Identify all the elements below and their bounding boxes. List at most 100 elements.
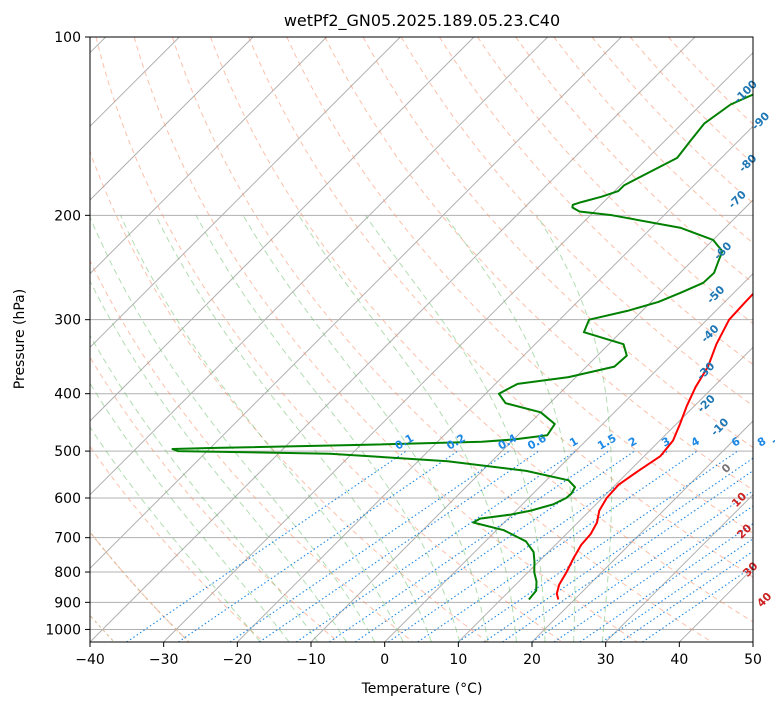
dry-adiabat bbox=[629, 37, 753, 165]
isotherm-line bbox=[531, 420, 753, 642]
isotherm-label: -20 bbox=[695, 392, 718, 415]
x-tick-label: 30 bbox=[597, 652, 615, 668]
x-axis-label: Temperature (°C) bbox=[361, 681, 483, 697]
isotherm-line bbox=[90, 37, 622, 570]
dry-adiabat bbox=[400, 37, 753, 407]
moist-adiabat bbox=[90, 382, 290, 642]
y-tick-label: 500 bbox=[54, 444, 81, 460]
dry-adiabat bbox=[362, 37, 753, 449]
mixing-ratio-line bbox=[417, 450, 698, 642]
x-tick-label: −30 bbox=[149, 652, 179, 668]
y-tick-label: 900 bbox=[54, 595, 81, 611]
isotherm-label: -10 bbox=[708, 415, 731, 438]
y-axis-label: Pressure (hPa) bbox=[12, 289, 28, 389]
y-tick-label: 800 bbox=[54, 565, 81, 581]
mixing-ratio-label: 0.1 bbox=[393, 432, 416, 453]
isotherm-line bbox=[310, 199, 753, 642]
mixing-ratio-label: 1 bbox=[567, 435, 580, 450]
mixing-ratio-label: 2 bbox=[626, 435, 639, 450]
isotherm-line bbox=[163, 51, 753, 642]
isotherm-line bbox=[90, 37, 401, 349]
mixing-ratio-line bbox=[259, 450, 540, 642]
y-tick-label: 700 bbox=[54, 531, 81, 547]
mixing-ratio-line bbox=[457, 450, 738, 642]
mixing-ratio-line bbox=[601, 538, 753, 642]
dry-adiabat bbox=[90, 531, 190, 642]
mixing-ratio-line bbox=[531, 490, 753, 642]
moist-adiabat-label: 0 bbox=[719, 461, 734, 476]
mixing-ratio-label: 10 bbox=[770, 432, 775, 451]
moist-adiabat bbox=[90, 426, 261, 642]
mixing-ratio-line bbox=[178, 450, 459, 642]
mixing-ratio-label: 0.4 bbox=[496, 431, 520, 452]
mixing-ratio-line bbox=[295, 450, 576, 642]
temperature-line bbox=[555, 292, 753, 600]
moist-adiabat-label: 10 bbox=[729, 490, 749, 510]
mixing-ratio-line bbox=[387, 450, 668, 642]
y-tick-label: 1000 bbox=[45, 622, 81, 638]
moist-adiabat bbox=[90, 334, 319, 642]
y-tick-label: 200 bbox=[54, 208, 81, 224]
isotherm-line bbox=[605, 493, 753, 642]
mixing-ratio-label: 6 bbox=[729, 434, 742, 449]
dry-adiabat bbox=[95, 37, 563, 642]
mixing-ratio-line bbox=[579, 523, 753, 642]
plot-area bbox=[90, 37, 753, 642]
x-tick-label: −40 bbox=[75, 652, 105, 668]
x-tick-label: 20 bbox=[523, 652, 541, 668]
mixing-ratio-line bbox=[483, 457, 753, 642]
y-tick-label: 100 bbox=[54, 30, 81, 46]
isotherm-line bbox=[90, 37, 254, 201]
mixing-ratio-line bbox=[553, 505, 753, 642]
special-isopleth bbox=[90, 531, 190, 642]
x-tick-label: 10 bbox=[449, 652, 467, 668]
dry-adiabat bbox=[438, 37, 753, 366]
moist-adiabat bbox=[242, 215, 489, 642]
moist-adiabat bbox=[364, 215, 546, 642]
moist-adiabat bbox=[444, 215, 576, 642]
dewpoint-line bbox=[171, 93, 753, 601]
dry-adiabat bbox=[133, 37, 638, 642]
isotherm-line bbox=[236, 125, 753, 642]
dry-adiabat bbox=[591, 37, 753, 204]
mixing-ratio-line bbox=[126, 450, 407, 642]
x-tick-label: 40 bbox=[670, 652, 688, 668]
mixing-ratio-label: 3 bbox=[659, 435, 672, 450]
chart-title: wetPf2_GN05.2025.189.05.23.C40 bbox=[284, 11, 560, 31]
moist-adiabat bbox=[298, 215, 517, 642]
dry-adiabat bbox=[210, 37, 753, 623]
mixing-ratio-label: 8 bbox=[755, 435, 768, 450]
moist-adiabat bbox=[120, 215, 404, 642]
dry-adiabat bbox=[90, 356, 339, 642]
mixing-ratio-label: 0.2 bbox=[444, 432, 467, 453]
isotherm-line bbox=[90, 37, 475, 422]
mixing-ratio-line bbox=[642, 565, 753, 642]
dry-adiabat bbox=[248, 37, 753, 578]
mixing-ratio-label: 4 bbox=[689, 434, 702, 449]
moist-adiabat bbox=[90, 215, 376, 642]
moist-adiabat bbox=[155, 215, 432, 642]
plot-frame bbox=[89, 36, 754, 643]
moist-adiabat bbox=[195, 215, 461, 642]
dry-adiabat bbox=[477, 37, 753, 325]
moist-adiabat-label: 40 bbox=[754, 590, 774, 610]
x-tick-label: 50 bbox=[744, 652, 762, 668]
moist-adiabat bbox=[536, 215, 613, 642]
isotherm-line bbox=[90, 37, 696, 642]
isotherm-line bbox=[457, 346, 753, 642]
mixing-ratio-line bbox=[329, 450, 610, 642]
isotherm-label: -100 bbox=[731, 77, 760, 106]
mixing-ratio-line bbox=[229, 450, 510, 642]
dry-adiabat bbox=[90, 150, 488, 642]
isotherm-line bbox=[384, 272, 753, 642]
isotherm-line bbox=[90, 37, 549, 496]
mixing-ratio-line bbox=[620, 550, 753, 642]
mixing-ratio-label: 1.5 bbox=[595, 432, 618, 453]
moist-adiabat bbox=[90, 279, 347, 642]
dry-adiabat bbox=[90, 445, 264, 642]
y-tick-label: 300 bbox=[54, 313, 81, 329]
dry-adiabat bbox=[171, 37, 712, 642]
x-tick-label: −10 bbox=[296, 652, 326, 668]
isotherm-line bbox=[90, 37, 328, 275]
